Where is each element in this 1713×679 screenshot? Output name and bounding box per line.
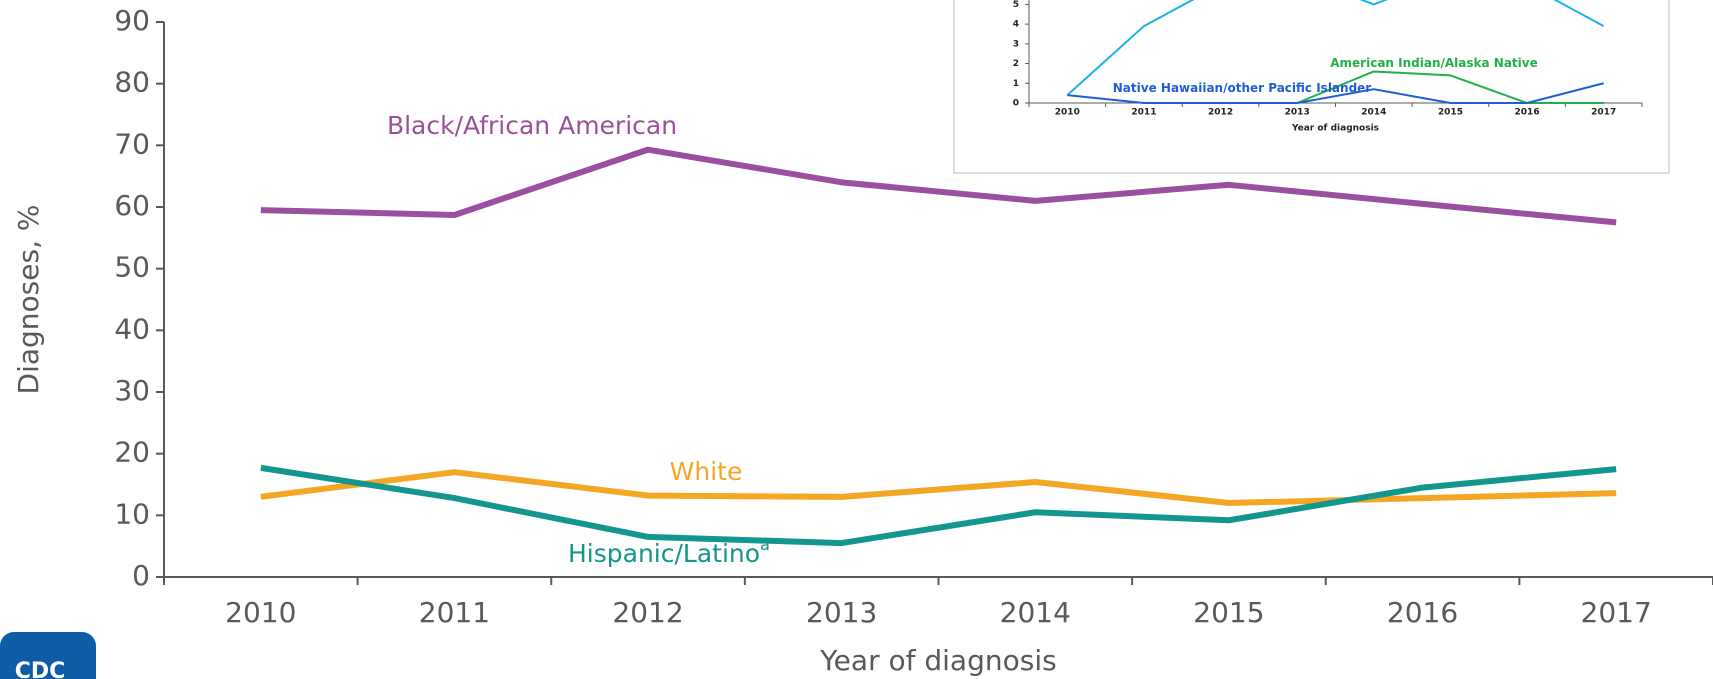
series-label: White [670, 457, 743, 486]
series-label-footnote: a [760, 535, 770, 554]
series-line [1067, 82, 1604, 104]
y-tick-label: 5 [1013, 0, 1019, 10]
y-axis-label: Diagnoses, % [12, 205, 45, 395]
y-tick-label: 80 [114, 66, 150, 99]
y-tick-label: 70 [114, 127, 150, 160]
series-label: Hispanic/Latinoa [568, 535, 770, 569]
y-tick-label: 40 [114, 312, 150, 345]
x-tick-label: 2017 [1591, 108, 1616, 118]
y-tick-label: 3 [1013, 39, 1019, 49]
series-label: Black/African American [387, 111, 677, 140]
series-line [260, 146, 1617, 226]
y-tick-label: 30 [114, 374, 150, 407]
series-line [260, 469, 1617, 506]
x-tick-label: 2010 [1055, 108, 1080, 118]
series-label-name: Black/African American [387, 111, 677, 140]
series-line [260, 464, 1617, 547]
x-tick-label: 2015 [1438, 108, 1463, 118]
logo-text: CDC [15, 659, 66, 679]
x-tick-label: 2013 [806, 596, 877, 629]
series-label: American Indian/Alaska Native [1330, 56, 1537, 70]
y-tick-label: 50 [114, 251, 150, 284]
x-tick-label: 2015 [1193, 596, 1264, 629]
y-tick-label: 10 [114, 497, 150, 530]
x-tick-label: 2016 [1387, 596, 1458, 629]
x-tick-label: 2014 [1000, 596, 1071, 629]
x-tick-label: 2012 [1208, 108, 1233, 118]
x-tick-label: 2016 [1515, 108, 1540, 118]
x-tick-label: 2014 [1361, 108, 1386, 118]
series-line [1296, 70, 1604, 104]
y-tick-label: 20 [114, 436, 150, 469]
x-tick-label: 2017 [1581, 596, 1652, 629]
y-tick-label: 2 [1013, 59, 1019, 69]
series-label: Native Hawaiian/other Pacific Islander [1113, 81, 1372, 95]
series-line [1066, 0, 1605, 96]
x-tick-label: 2012 [612, 596, 683, 629]
x-tick-label: 2010 [225, 596, 296, 629]
x-tick-label: 2011 [419, 596, 490, 629]
series-label-name: White [670, 457, 743, 486]
y-tick-label: 0 [132, 559, 150, 592]
series-label-name: Hispanic/Latino [568, 539, 760, 568]
y-tick-label: 0 [1013, 99, 1019, 109]
x-axis-label: Year of diagnosis [1291, 124, 1379, 134]
x-axis-label: Year of diagnosis [819, 644, 1056, 677]
y-tick-label: 4 [1013, 20, 1019, 30]
y-tick-label: 1 [1013, 79, 1019, 89]
y-tick-label: 60 [114, 189, 150, 222]
inset-frame [953, 0, 1670, 174]
series-label-name: American Indian/Alaska Native [1330, 56, 1537, 70]
series-label-name: Native Hawaiian/other Pacific Islander [1113, 81, 1372, 95]
logo [0, 632, 96, 679]
x-tick-label: 2013 [1285, 108, 1310, 118]
y-tick-label: 90 [114, 4, 150, 37]
x-tick-label: 2011 [1131, 108, 1156, 118]
